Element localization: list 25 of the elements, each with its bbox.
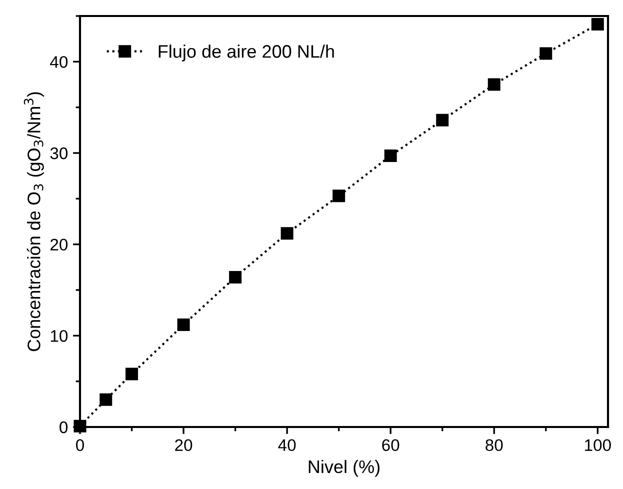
- x-tick-label: 80: [486, 439, 503, 452]
- point: [332, 190, 346, 202]
- x-tick-label: 60: [382, 439, 400, 452]
- point: [280, 227, 294, 240]
- y-tick-label: 30: [50, 147, 68, 160]
- point: [100, 393, 112, 406]
- y-tick-label: 20: [50, 238, 68, 251]
- x-tick-label: 20: [175, 439, 192, 452]
- point: [436, 114, 449, 126]
- y-axis-title: Concentración de O$_{3}$ (gO$_{3}$/Nm$^{3}$): [24, 92, 44, 352]
- point: [540, 47, 552, 60]
- point: [384, 149, 397, 162]
- y-tick-label: 40: [50, 56, 68, 68]
- point: [126, 368, 138, 380]
- legend-label: Flujo de aire 200 NL/h: [158, 44, 334, 62]
- point: [177, 318, 190, 331]
- x-tick-label: 40: [278, 439, 296, 452]
- y-tick-label: 10: [50, 330, 68, 342]
- x-tick-label: 100: [585, 439, 611, 452]
- x-axis-title: Nivel (%): [308, 460, 380, 477]
- y-tick-label: 0: [60, 421, 68, 434]
- x-tick-label: 0: [76, 439, 84, 452]
- point: [591, 18, 604, 30]
- point: [229, 270, 242, 284]
- point: [488, 78, 500, 91]
